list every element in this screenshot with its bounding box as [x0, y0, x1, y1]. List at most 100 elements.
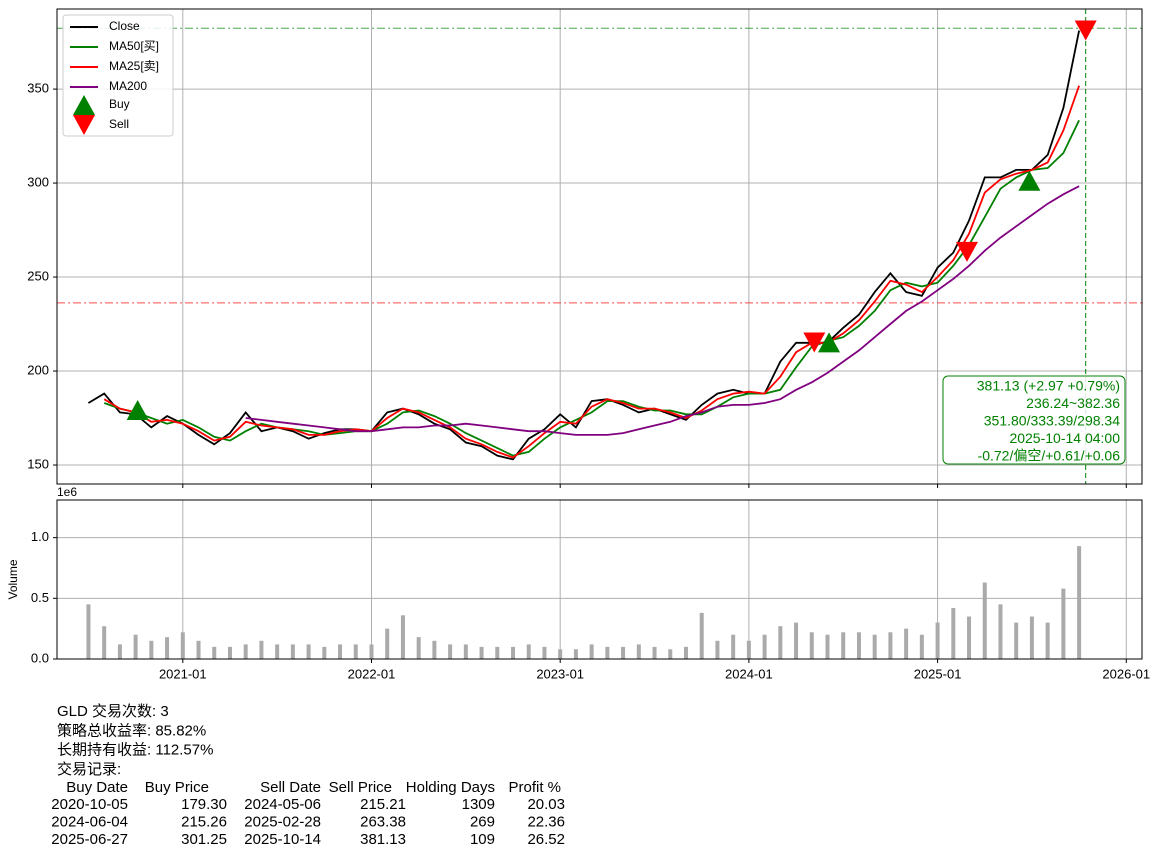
volume-bar	[432, 640, 437, 659]
volume-bar	[86, 604, 91, 659]
table-cell: 301.25	[181, 831, 227, 848]
y-tick-label: 0.5	[31, 590, 49, 605]
volume-bar	[385, 628, 390, 659]
volume-bar	[322, 646, 327, 659]
volume-bar	[715, 640, 720, 659]
volume-bar	[479, 646, 484, 659]
volume-bar	[275, 644, 280, 659]
series-line	[245, 185, 1080, 436]
info-text: 2025-10-14 04:00	[1009, 430, 1120, 446]
legend-label: Sell	[109, 117, 129, 131]
trade-marker	[126, 399, 149, 420]
volume-bar	[856, 632, 861, 659]
table-cell: 109	[470, 831, 495, 848]
legend-label: MA200	[109, 79, 147, 93]
info-box	[942, 375, 1126, 465]
volume-bar	[259, 640, 264, 659]
trade-marker	[956, 241, 978, 262]
legend-swatch	[73, 115, 95, 135]
y-tick-label: 200	[27, 362, 49, 377]
legend-box	[62, 14, 174, 137]
volume-bar	[149, 640, 154, 659]
table-header: Sell Price	[329, 779, 392, 796]
series-line	[103, 119, 1080, 457]
table-cell: 269	[470, 813, 495, 830]
volume-bar	[652, 646, 657, 659]
volume-bar	[825, 634, 830, 659]
info-text: 351.80/333.39/298.34	[984, 413, 1120, 429]
volume-bar	[1061, 588, 1066, 659]
offset-label: 1e6	[57, 485, 77, 499]
volume-bar	[463, 644, 468, 659]
volume-bar	[369, 644, 374, 659]
volume-bar	[731, 634, 736, 659]
table-cell: 1309	[462, 796, 495, 813]
x-tick-label: 2025-01	[914, 666, 962, 681]
x-tick-label: 2021-01	[159, 666, 207, 681]
x-tick-label: 2026-01	[1102, 666, 1150, 681]
legend-swatch	[73, 95, 95, 115]
x-tick-label: 2022-01	[348, 666, 396, 681]
volume-bar	[699, 612, 704, 659]
volume-bar	[794, 622, 799, 659]
volume-bar	[683, 646, 688, 659]
y-tick-label: 250	[27, 268, 49, 283]
volume-bar	[1077, 546, 1082, 659]
volume-bar	[353, 644, 358, 659]
table-cell: 263.38	[360, 813, 406, 830]
volume-bar	[117, 644, 122, 659]
report-line: GLD 交易次数: 3	[57, 702, 169, 720]
series-line	[103, 85, 1080, 459]
trade-marker	[803, 332, 826, 353]
volume-bar	[998, 604, 1003, 659]
volume-bar	[416, 637, 421, 659]
table-header: Buy Date	[66, 779, 128, 796]
volume-bar	[809, 632, 814, 659]
volume-bar	[243, 644, 248, 659]
volume-bar	[1029, 616, 1034, 659]
volume-bar	[133, 634, 138, 659]
volume-bar	[919, 634, 924, 659]
volume-bar	[511, 646, 516, 659]
volume-bar	[935, 622, 940, 659]
volume-bar	[338, 644, 343, 659]
volume-bar	[196, 640, 201, 659]
volume-bar	[573, 649, 578, 659]
y-tick-label: 0.0	[31, 650, 49, 665]
table-cell: 215.26	[181, 813, 227, 830]
table-cell: 179.30	[181, 796, 227, 813]
y-tick-label: 1.0	[31, 529, 49, 544]
volume-bar	[668, 649, 673, 659]
volume-bar	[1045, 622, 1050, 659]
trade-marker	[1018, 170, 1041, 191]
volume-bar	[542, 646, 547, 659]
volume-bar	[558, 649, 563, 659]
plot-frame	[56, 499, 1143, 660]
table-cell: 2025-10-14	[244, 831, 321, 848]
legend-label: Buy	[109, 97, 130, 111]
volume-bar	[605, 646, 610, 659]
table-cell: 2020-10-05	[51, 796, 128, 813]
y-axis-label: Volume	[6, 559, 20, 599]
volume-bar	[306, 644, 311, 659]
volume-bar	[841, 632, 846, 659]
y-tick-label: 300	[27, 174, 49, 189]
table-cell: 26.52	[527, 831, 565, 848]
report-line: 长期持有收益: 112.57%	[57, 742, 213, 759]
table-cell: 2025-06-27	[51, 831, 128, 848]
table-header: Profit %	[508, 779, 561, 796]
volume-bar	[102, 626, 107, 659]
table-cell: 2025-02-28	[244, 813, 321, 830]
volume-bar	[888, 632, 893, 659]
volume-bar	[400, 615, 405, 659]
table-cell: 2024-06-04	[51, 813, 128, 830]
table-cell: 20.03	[527, 796, 565, 813]
volume-bar	[621, 646, 626, 659]
info-text: 236.24~382.36	[1026, 395, 1120, 411]
volume-bar	[872, 634, 877, 659]
volume-bar	[495, 646, 500, 659]
x-tick-label: 2024-01	[725, 666, 773, 681]
volume-bar	[951, 608, 956, 659]
y-tick-label: 350	[27, 81, 49, 96]
